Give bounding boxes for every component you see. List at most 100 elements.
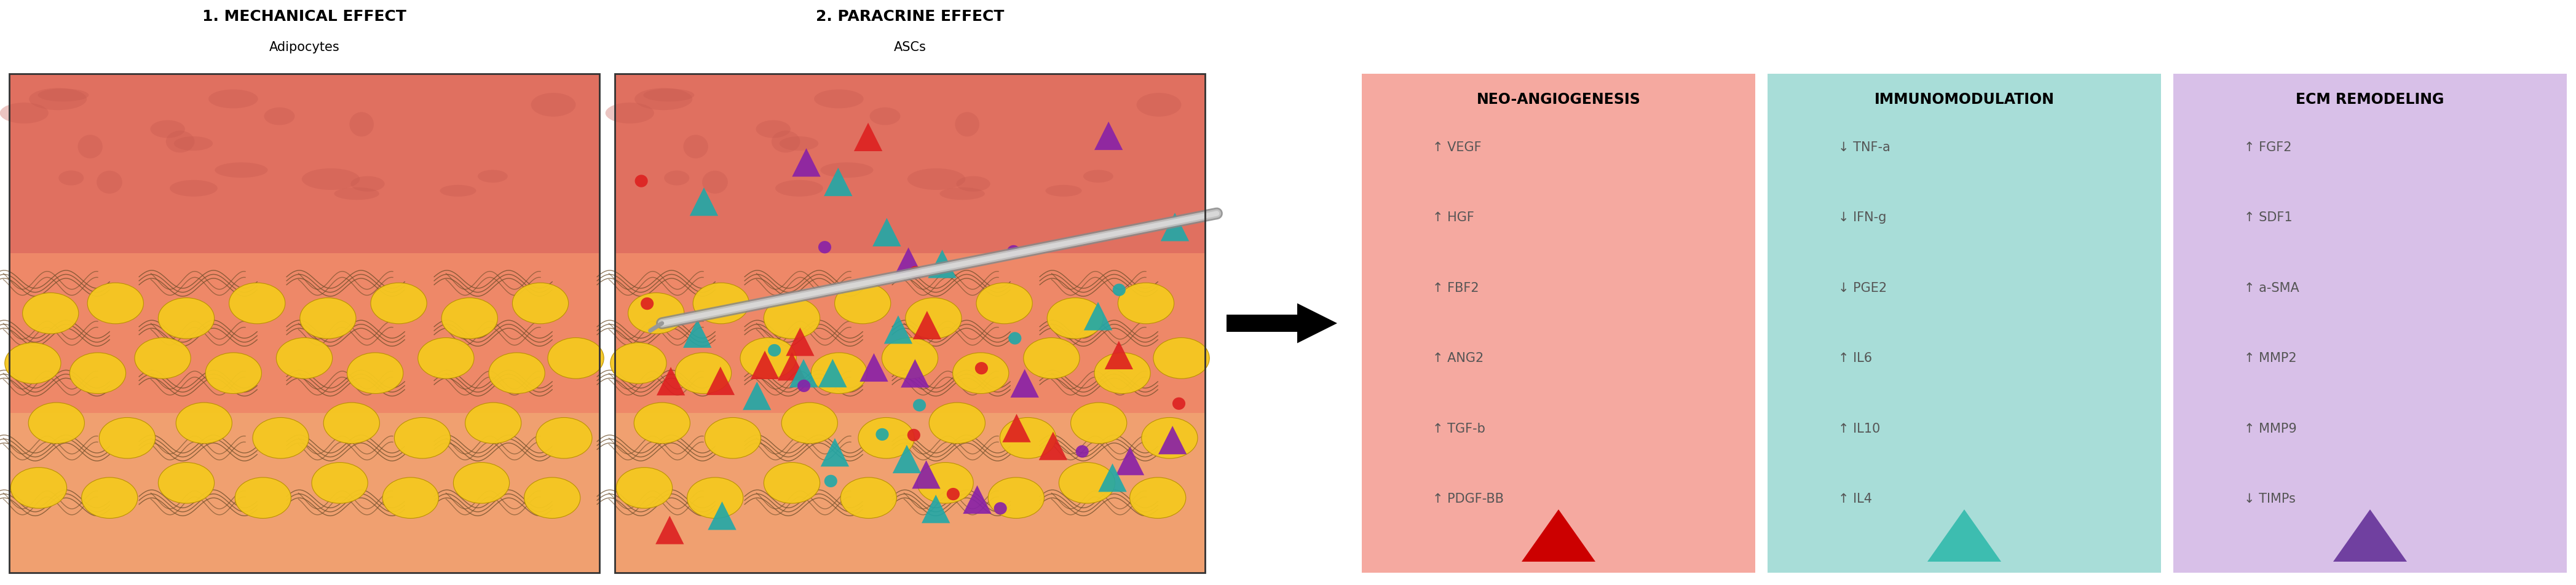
Ellipse shape: [688, 477, 742, 518]
Polygon shape: [708, 501, 737, 530]
Ellipse shape: [312, 462, 368, 503]
Polygon shape: [873, 218, 902, 246]
Ellipse shape: [466, 402, 520, 443]
Ellipse shape: [149, 120, 185, 138]
Text: ↑ TGF-b: ↑ TGF-b: [1432, 422, 1486, 435]
Ellipse shape: [994, 502, 1007, 515]
Ellipse shape: [909, 266, 922, 278]
Ellipse shape: [835, 283, 891, 324]
Text: ↑ FBF2: ↑ FBF2: [1432, 282, 1479, 294]
Ellipse shape: [299, 298, 355, 339]
Ellipse shape: [634, 402, 690, 443]
Ellipse shape: [276, 338, 332, 378]
Ellipse shape: [1154, 338, 1208, 378]
Ellipse shape: [781, 402, 837, 443]
Ellipse shape: [82, 477, 137, 518]
Ellipse shape: [956, 112, 979, 136]
Text: 2. PARACRINE EFFECT: 2. PARACRINE EFFECT: [817, 9, 1005, 24]
FancyBboxPatch shape: [2174, 74, 2566, 573]
Ellipse shape: [453, 462, 510, 503]
Polygon shape: [654, 516, 685, 544]
Ellipse shape: [675, 353, 732, 394]
Ellipse shape: [703, 171, 729, 194]
Ellipse shape: [881, 338, 938, 378]
Ellipse shape: [956, 176, 989, 192]
Ellipse shape: [641, 297, 654, 310]
Ellipse shape: [683, 135, 708, 159]
Ellipse shape: [739, 338, 796, 378]
Ellipse shape: [477, 170, 507, 183]
FancyBboxPatch shape: [1767, 74, 2161, 573]
Ellipse shape: [513, 283, 569, 324]
Ellipse shape: [301, 168, 361, 190]
Polygon shape: [927, 250, 956, 278]
Ellipse shape: [394, 418, 451, 459]
Bar: [10, 413, 600, 573]
Ellipse shape: [871, 108, 902, 125]
Text: ↓ TIMPs: ↓ TIMPs: [2244, 493, 2295, 505]
Polygon shape: [822, 438, 850, 467]
Polygon shape: [1097, 463, 1126, 492]
Polygon shape: [788, 359, 817, 387]
Ellipse shape: [206, 353, 263, 394]
Ellipse shape: [948, 488, 961, 500]
Ellipse shape: [28, 88, 88, 110]
Ellipse shape: [229, 283, 286, 324]
Ellipse shape: [1136, 93, 1182, 116]
Polygon shape: [1159, 426, 1188, 455]
Ellipse shape: [907, 168, 966, 190]
Ellipse shape: [940, 187, 984, 200]
Ellipse shape: [755, 120, 791, 138]
Polygon shape: [902, 359, 930, 387]
Text: ECM REMODELING: ECM REMODELING: [2295, 92, 2445, 107]
Ellipse shape: [989, 477, 1043, 518]
Ellipse shape: [976, 283, 1033, 324]
Ellipse shape: [350, 176, 384, 192]
Text: ↑ IL4: ↑ IL4: [1839, 493, 1873, 505]
Polygon shape: [1522, 510, 1595, 562]
Text: NEO-ANGIOGENESIS: NEO-ANGIOGENESIS: [1476, 92, 1641, 107]
Ellipse shape: [1141, 418, 1198, 459]
Ellipse shape: [134, 338, 191, 378]
Bar: [10, 74, 600, 263]
Ellipse shape: [0, 102, 49, 123]
Ellipse shape: [157, 462, 214, 503]
Ellipse shape: [252, 418, 309, 459]
Ellipse shape: [644, 88, 696, 102]
Ellipse shape: [1113, 284, 1126, 296]
Ellipse shape: [70, 353, 126, 394]
Ellipse shape: [1084, 170, 1113, 183]
Polygon shape: [1105, 341, 1133, 369]
Polygon shape: [683, 319, 711, 347]
Ellipse shape: [953, 353, 1010, 394]
Ellipse shape: [819, 163, 873, 178]
Polygon shape: [853, 123, 884, 151]
Text: Adipocytes: Adipocytes: [268, 41, 340, 53]
Ellipse shape: [440, 185, 477, 197]
Ellipse shape: [605, 102, 654, 123]
Polygon shape: [894, 247, 922, 276]
Ellipse shape: [765, 298, 819, 339]
Polygon shape: [912, 311, 940, 339]
Ellipse shape: [974, 362, 989, 374]
Text: ↑ MMP9: ↑ MMP9: [2244, 422, 2298, 435]
Polygon shape: [860, 353, 889, 381]
Polygon shape: [791, 148, 822, 177]
Ellipse shape: [814, 90, 863, 108]
Ellipse shape: [549, 338, 603, 378]
Bar: [10, 253, 600, 413]
Polygon shape: [690, 187, 719, 216]
Ellipse shape: [1059, 462, 1115, 503]
Text: ↑ PDGF-BB: ↑ PDGF-BB: [1432, 493, 1504, 505]
Polygon shape: [922, 495, 951, 523]
Polygon shape: [1095, 122, 1123, 150]
Ellipse shape: [634, 88, 693, 110]
Ellipse shape: [5, 343, 62, 384]
Ellipse shape: [1046, 298, 1103, 339]
Polygon shape: [706, 367, 734, 395]
Ellipse shape: [348, 353, 404, 394]
Ellipse shape: [77, 135, 103, 159]
Ellipse shape: [907, 429, 920, 441]
Polygon shape: [778, 352, 806, 381]
Bar: [616, 74, 1206, 263]
